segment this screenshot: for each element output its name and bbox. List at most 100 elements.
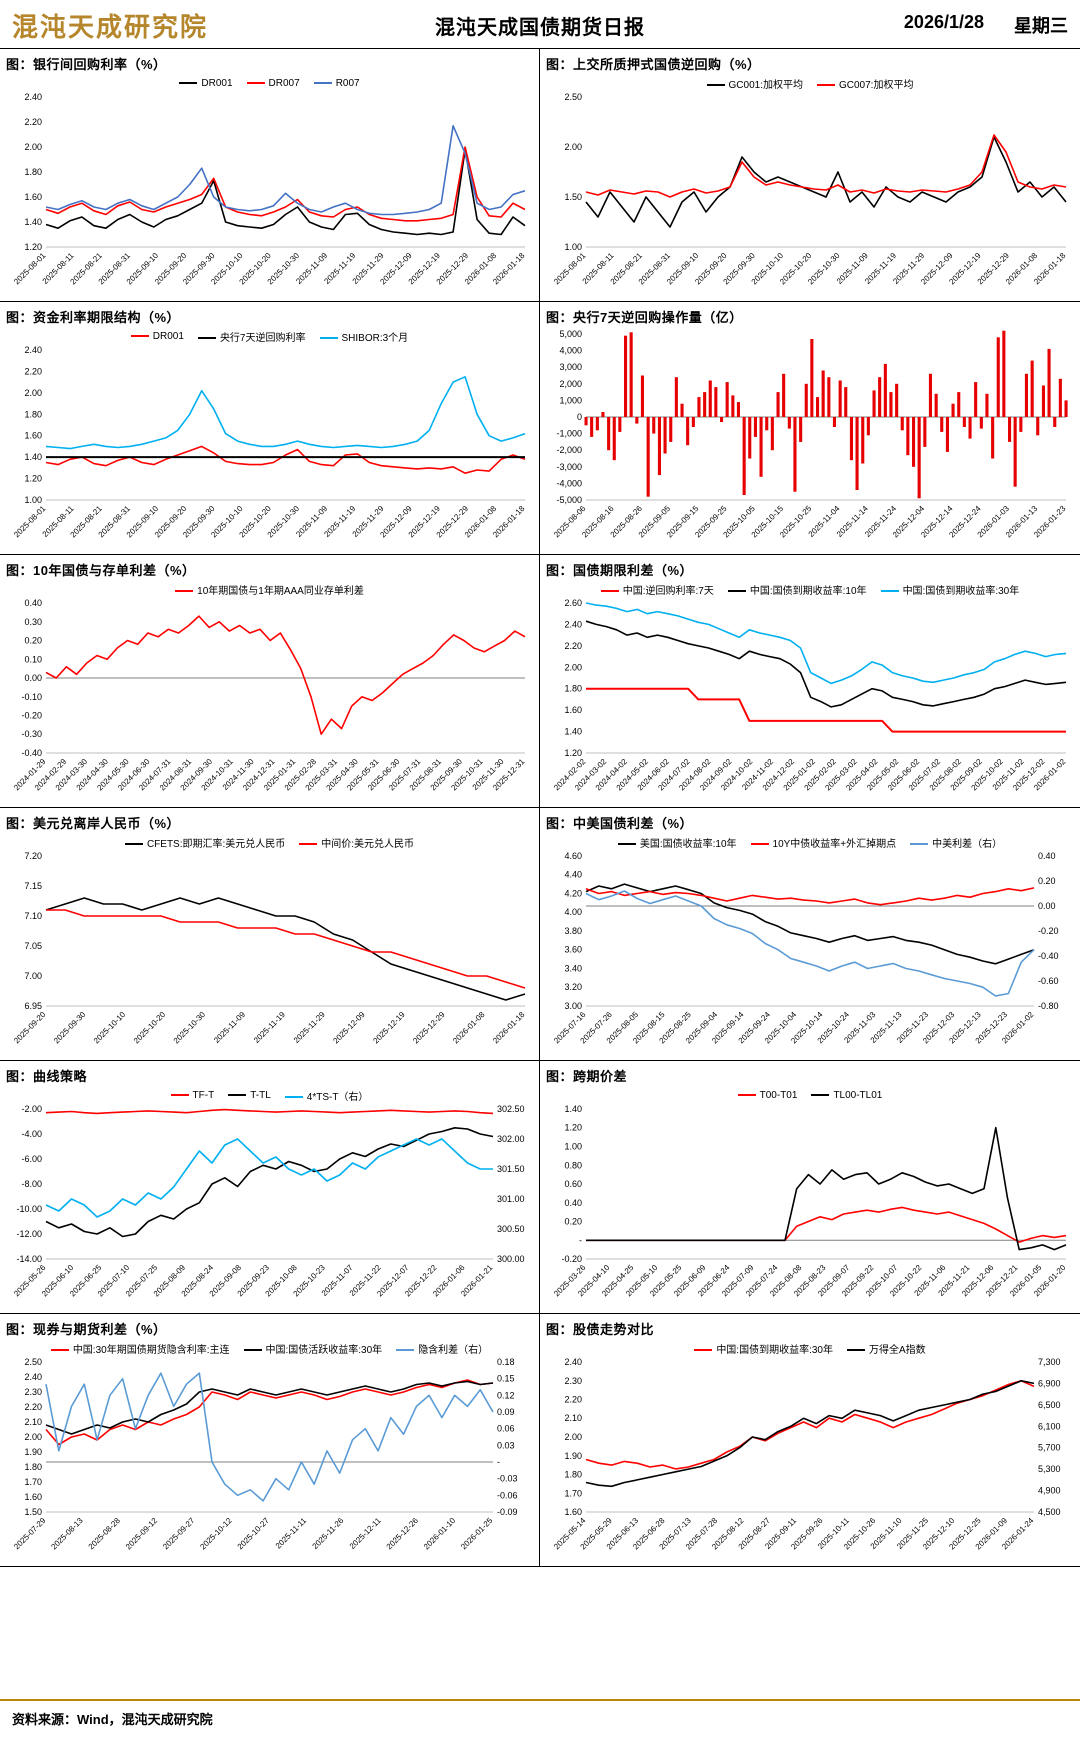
svg-text:3.40: 3.40 [564, 964, 582, 974]
svg-text:-0.20: -0.20 [1038, 926, 1059, 936]
svg-text:4.00: 4.00 [564, 907, 582, 917]
svg-text:-6.00: -6.00 [21, 1154, 42, 1164]
chart-title: 图：跨期价差 [546, 1069, 628, 1084]
svg-text:3.80: 3.80 [564, 926, 582, 936]
svg-text:6,900: 6,900 [1038, 1378, 1061, 1388]
svg-text:300.00: 300.00 [497, 1254, 525, 1264]
svg-text:1.40: 1.40 [24, 452, 42, 462]
svg-text:-1,000: -1,000 [556, 429, 582, 439]
svg-text:-0.40: -0.40 [1038, 951, 1059, 961]
svg-text:2025-07-29: 2025-07-29 [12, 1516, 48, 1552]
svg-text:0.00: 0.00 [1038, 901, 1056, 911]
svg-text:0.30: 0.30 [24, 617, 42, 627]
chart-svg: -2.00 -4.00 -6.00 -8.00 -10.00 -12.00 -14.00 30… [12, 1104, 525, 1298]
svg-text:2.50: 2.50 [564, 92, 582, 102]
svg-text:-: - [579, 1235, 582, 1245]
chart-title: 图：股债走势对比 [546, 1322, 655, 1337]
legend-item: 中国:国债到期收益率:30年 [880, 582, 1019, 597]
svg-text:0.60: 0.60 [564, 1179, 582, 1189]
svg-text:2.40: 2.40 [564, 619, 582, 629]
report-date: 2026/1/28 星期三 [818, 12, 1068, 38]
svg-text:6.95: 6.95 [24, 1001, 42, 1011]
legend-item: 10Y中债收益率+外汇掉期点 [750, 835, 896, 850]
chart-canvas: TF-T T-TL 4*TS-T（右） -2.00 -4.00 -6.00 -8.00 -10… [0, 1087, 539, 1313]
chart-canvas: GC001:加权平均 GC007:加权平均 2.50 2.00 1.50 1.00 2025… [540, 75, 1080, 301]
svg-text:-0.09: -0.09 [497, 1507, 518, 1517]
svg-text:-0.40: -0.40 [21, 748, 42, 758]
svg-text:2.30: 2.30 [24, 1387, 42, 1397]
svg-text:7.00: 7.00 [24, 971, 42, 981]
chart-svg: 0.40 0.30 0.20 0.10 0.00 -0.10 -0.20 -0.30 -0.40… [12, 598, 527, 792]
legend-item: 中间价:美元兑人民币 [299, 835, 414, 850]
svg-text:0.09: 0.09 [497, 1407, 515, 1417]
svg-text:1.80: 1.80 [564, 1470, 582, 1480]
weekday-value: 星期三 [1014, 16, 1068, 36]
svg-text:2025-09-12: 2025-09-12 [124, 1516, 160, 1552]
svg-text:3.00: 3.00 [564, 1001, 582, 1011]
chart-canvas: 5,000 4,000 3,000 2,000 1,000 0 -1,000 -2,000 -3… [540, 328, 1080, 554]
svg-text:1.00: 1.00 [24, 495, 42, 505]
legend-item: TL00-TL01 [811, 1090, 882, 1101]
svg-text:1.20: 1.20 [564, 1123, 582, 1133]
chart-cell-curve-strategy: 图：曲线策略 TF-T T-TL 4*TS-T（右） -2.00 -4.00 -6.00-… [0, 1060, 540, 1313]
svg-text:2025-09-20: 2025-09-20 [12, 1010, 48, 1046]
svg-text:302.50: 302.50 [497, 1104, 525, 1114]
svg-text:301.50: 301.50 [497, 1164, 525, 1174]
chart-canvas: 中国:30年期国债期货隐含利率:主连 中国:国债活跃收益率:30年 隐含利差（右） 2… [0, 1340, 539, 1566]
svg-text:1.80: 1.80 [24, 167, 42, 177]
svg-text:-0.03: -0.03 [497, 1474, 518, 1484]
svg-text:0.20: 0.20 [564, 1217, 582, 1227]
chart-svg: 1.401.201.000.800.600.400.20--0.202025-0… [552, 1104, 1068, 1298]
legend-item: 美国:国债收益率:10年 [617, 835, 737, 850]
svg-text:2025-12-29: 2025-12-29 [411, 1010, 447, 1046]
svg-text:-0.80: -0.80 [1038, 1001, 1059, 1011]
svg-text:1.60: 1.60 [24, 1492, 42, 1502]
svg-text:2026-01-25: 2026-01-25 [459, 1516, 495, 1552]
svg-text:-0.20: -0.20 [561, 1254, 582, 1264]
svg-text:2025-11-29: 2025-11-29 [292, 1010, 327, 1045]
chart-title: 图：曲线策略 [6, 1069, 88, 1084]
legend-item: T-TL [228, 1090, 271, 1101]
svg-text:-2.00: -2.00 [21, 1104, 42, 1114]
svg-text:4,900: 4,900 [1038, 1486, 1061, 1496]
chart-title: 图：银行间回购利率（%） [6, 57, 167, 72]
svg-text:3.20: 3.20 [564, 982, 582, 992]
chart-canvas: 10年期国债与1年期AAA同业存单利差 0.40 0.30 0.20 0.10 0.00 -… [0, 581, 539, 807]
svg-text:1.60: 1.60 [24, 192, 42, 202]
chart-title: 图：央行7天逆回购操作量（亿） [546, 310, 743, 325]
svg-text:1.60: 1.60 [564, 1507, 582, 1517]
svg-text:-5,000: -5,000 [556, 495, 582, 505]
legend-item: 中国:国债活跃收益率:30年 [243, 1341, 382, 1356]
svg-text:0.18: 0.18 [497, 1357, 515, 1367]
svg-text:5,000: 5,000 [559, 329, 582, 339]
svg-text:1.70: 1.70 [564, 1488, 582, 1498]
svg-text:2025-11-19: 2025-11-19 [252, 1010, 287, 1045]
svg-text:1.80: 1.80 [564, 684, 582, 694]
svg-text:2.40: 2.40 [24, 345, 42, 355]
svg-text:0.00: 0.00 [24, 673, 42, 683]
svg-text:0.12: 0.12 [497, 1390, 515, 1400]
legend-item: GC007:加权平均 [817, 76, 913, 91]
chart-legend: CFETS:即期汇率:美元兑人民币 中间价:美元兑人民币 [0, 834, 539, 850]
report-title: 混沌天成国债期货日报 [435, 16, 645, 39]
svg-text:2.40: 2.40 [24, 1372, 42, 1382]
svg-text:7.15: 7.15 [24, 881, 42, 891]
svg-text:-14.00: -14.00 [16, 1254, 42, 1264]
chart-svg: 2.40 2.30 2.20 2.10 2.00 1.90 1.80 1.70 1.60 7,30… [552, 1357, 1061, 1551]
svg-text:-0.06: -0.06 [497, 1490, 518, 1500]
svg-text:7.05: 7.05 [24, 941, 42, 951]
chart-legend: T00-T01 TL00-TL01 [540, 1087, 1080, 1103]
chart-legend: DR001 央行7天逆回购利率 SHIBOR:3个月 [0, 328, 539, 344]
svg-text:0.20: 0.20 [24, 636, 42, 646]
svg-text:1.50: 1.50 [564, 192, 582, 202]
svg-text:4.20: 4.20 [564, 889, 582, 899]
legend-item: TF-T [170, 1090, 214, 1101]
svg-text:4.60: 4.60 [564, 851, 582, 861]
legend-item: DR007 [246, 78, 300, 89]
svg-text:2.20: 2.20 [24, 1402, 42, 1412]
svg-text:2025-12-09: 2025-12-09 [331, 1010, 367, 1046]
svg-text:300.50: 300.50 [497, 1224, 525, 1234]
svg-text:2025-09-27: 2025-09-27 [161, 1516, 197, 1552]
